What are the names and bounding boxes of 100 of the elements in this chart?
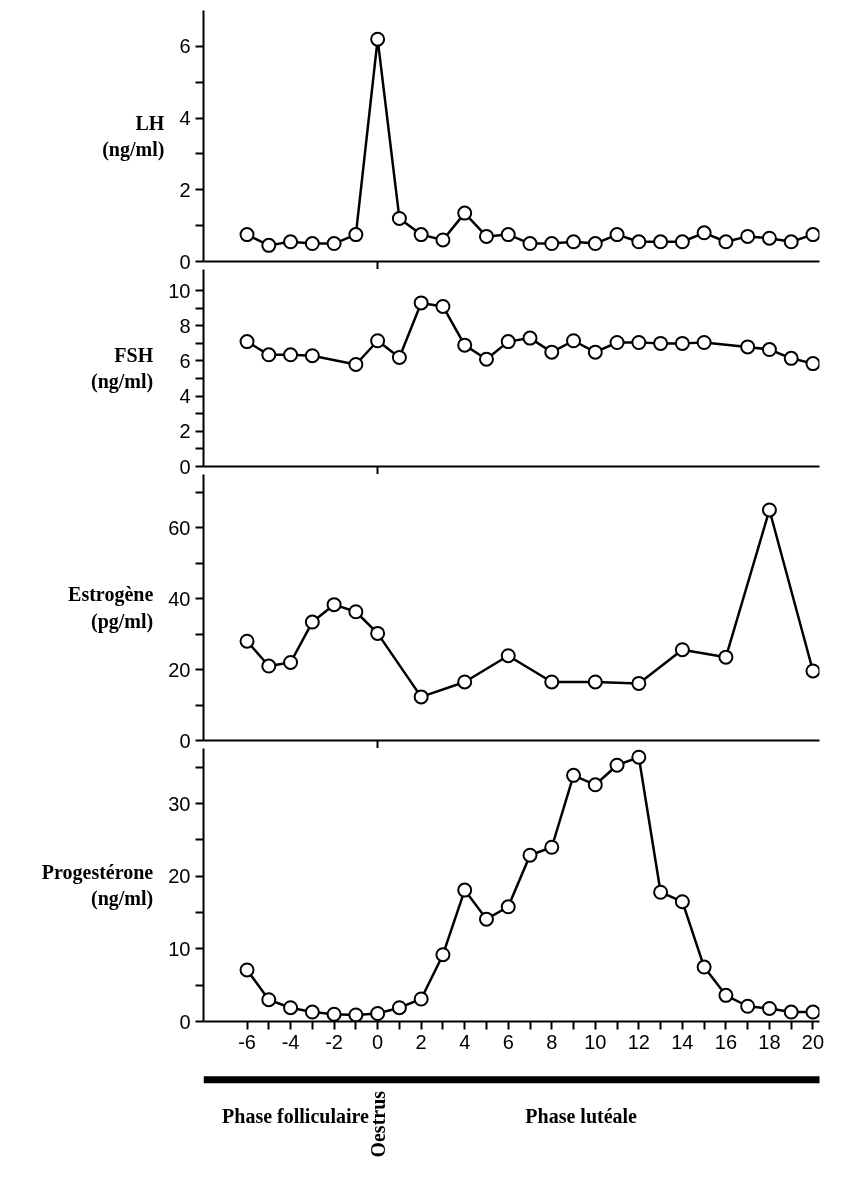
x-tick-label: -2	[325, 1030, 344, 1053]
point	[326, 1006, 342, 1022]
point	[653, 884, 669, 900]
point	[435, 947, 451, 963]
point	[500, 648, 516, 664]
point	[587, 236, 603, 252]
x-tick-label: 6	[502, 1030, 514, 1053]
point	[348, 1007, 364, 1022]
point	[674, 234, 690, 250]
point	[304, 1004, 320, 1020]
point	[478, 351, 494, 367]
point	[239, 334, 255, 350]
y-tick-label: 6	[179, 35, 191, 58]
point	[391, 349, 407, 365]
point	[609, 227, 625, 243]
y-tick-label: 40	[168, 587, 191, 610]
point	[544, 674, 560, 690]
point	[239, 227, 255, 243]
y-tick-label: 0	[179, 729, 191, 752]
point	[761, 230, 777, 246]
y-tick-label: 10	[168, 937, 191, 960]
point	[283, 654, 299, 670]
x-tick-label: 8	[546, 1030, 558, 1053]
x-tick-label: 10	[584, 1030, 607, 1053]
point	[740, 339, 756, 355]
point	[761, 342, 777, 358]
point	[696, 225, 712, 241]
point	[413, 991, 429, 1007]
x-tick-label: 12	[627, 1030, 650, 1053]
point	[348, 227, 364, 243]
y-tick-label: 0	[179, 1010, 191, 1033]
x-tick-label: 0	[372, 1030, 384, 1053]
text: Phase lutéale	[525, 1105, 638, 1128]
x-tick-label: -6	[238, 1030, 256, 1053]
y-tick-label: 10	[168, 279, 191, 302]
y-axis-title: LH (ng/ml)	[102, 111, 165, 162]
point	[587, 344, 603, 360]
point	[544, 344, 560, 360]
point	[326, 597, 342, 613]
point	[457, 882, 473, 898]
y-tick-label: 0	[179, 250, 191, 273]
y-axis-title: Progestérone (ng/ml)	[41, 860, 154, 911]
point	[500, 227, 516, 243]
point	[609, 335, 625, 350]
point	[653, 335, 669, 351]
point	[609, 757, 625, 773]
point	[391, 1000, 407, 1016]
x-tick-label: -4	[281, 1030, 300, 1053]
point	[544, 839, 560, 855]
point	[805, 227, 820, 243]
y-tick-label: 4	[179, 385, 191, 408]
point	[326, 236, 342, 252]
point	[631, 335, 647, 350]
point	[370, 333, 386, 349]
point	[631, 675, 647, 691]
point	[261, 347, 277, 363]
point	[566, 767, 582, 783]
x-tick-label: 2	[415, 1030, 427, 1053]
point	[435, 232, 451, 248]
point	[522, 330, 538, 346]
point	[304, 614, 320, 630]
point	[587, 777, 603, 793]
x-tick-label: 18	[758, 1030, 781, 1053]
y-tick-label: 4	[179, 107, 191, 130]
point	[478, 228, 494, 244]
x-tick-label: 20	[801, 1030, 825, 1053]
point	[370, 625, 386, 641]
point	[696, 959, 712, 975]
point	[718, 987, 734, 1003]
y-tick-label: 60	[168, 516, 191, 539]
point	[805, 1004, 820, 1020]
point	[674, 642, 690, 658]
point	[261, 992, 277, 1008]
y-tick-label: 20	[168, 865, 191, 888]
point	[522, 236, 538, 252]
y-tick-label: 2	[179, 178, 191, 201]
point	[304, 236, 320, 252]
point	[261, 658, 277, 674]
y-tick-label: 30	[168, 792, 191, 815]
point	[740, 228, 756, 244]
point	[283, 1000, 299, 1016]
point	[761, 502, 777, 518]
point	[761, 1000, 777, 1016]
point	[370, 31, 386, 47]
point	[304, 348, 320, 364]
y-axis-title: FSH (ng/ml)	[91, 343, 154, 394]
point	[674, 894, 690, 910]
point	[587, 674, 603, 690]
y-tick-label: 2	[179, 420, 191, 443]
point	[457, 337, 473, 353]
point	[370, 1006, 386, 1021]
point	[522, 847, 538, 863]
point	[718, 234, 734, 250]
point	[457, 205, 473, 221]
point	[805, 356, 820, 372]
x-tick-label: 14	[671, 1030, 694, 1053]
x-tick-label: 16	[714, 1030, 738, 1053]
point	[283, 347, 299, 363]
y-tick-label: 6	[179, 349, 191, 372]
point	[283, 234, 299, 250]
